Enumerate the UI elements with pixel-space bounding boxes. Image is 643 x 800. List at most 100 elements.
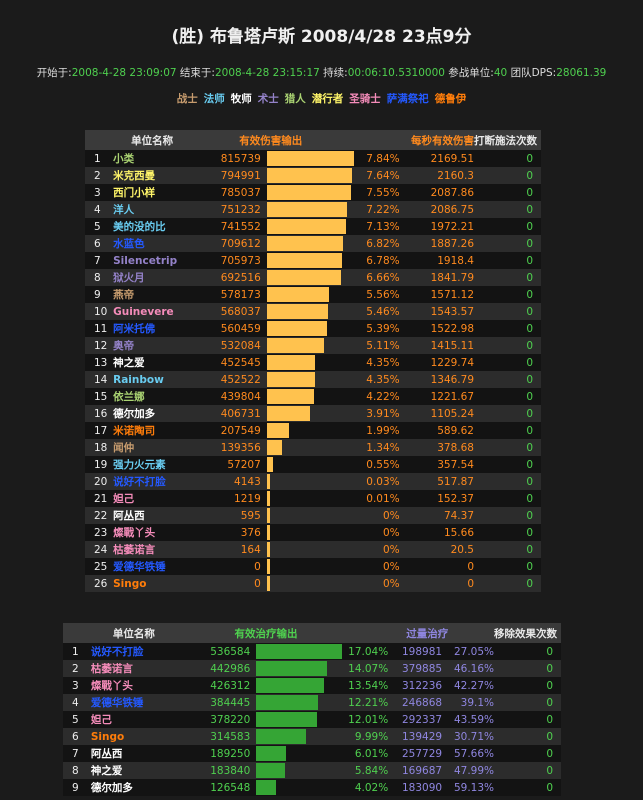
col-dispels[interactable]: 移除效果次数	[494, 623, 561, 643]
damage-row[interactable]: 7 Silencetrip 705973 6.78% 1918.4 0	[85, 252, 541, 269]
damage-row[interactable]: 6 水蓝色 709612 6.82% 1887.26 0	[85, 235, 541, 252]
damage-row[interactable]: 17 米诺陶司 207549 1.99% 589.62 0	[85, 422, 541, 439]
unit-name: 燕帝	[113, 286, 208, 303]
col-interrupts[interactable]: 打断施法次数	[474, 130, 541, 150]
damage-row[interactable]: 15 依兰娜 439804 4.22% 1221.67 0	[85, 388, 541, 405]
damage-bar	[266, 270, 341, 285]
damage-percent: 7.64%	[357, 167, 400, 184]
damage-bar-cell	[266, 575, 358, 592]
rank: 24	[85, 541, 114, 558]
healing-bar-cell	[256, 694, 347, 711]
damage-row[interactable]: 13 神之爱 452545 4.35% 1229.74 0	[85, 354, 541, 371]
units-label: 参战单位:	[444, 67, 494, 79]
damage-bar-cell	[266, 184, 358, 201]
damage-bar-cell	[266, 524, 358, 541]
damage-row[interactable]: 14 Rainbow 452522 4.35% 1346.79 0	[85, 371, 541, 388]
damage-value: 532084	[207, 337, 267, 354]
interrupt-count: 0	[474, 303, 541, 320]
rank: 7	[85, 252, 114, 269]
dps-value: 589.62	[399, 422, 474, 439]
damage-row[interactable]: 11 阿米托佛 560459 5.39% 1522.98 0	[85, 320, 541, 337]
damage-value: 0	[207, 558, 267, 575]
damage-row[interactable]: 19 强力火元素 57207 0.55% 357.54 0	[85, 456, 541, 473]
col-dps[interactable]: 每秒有效伤害	[399, 130, 474, 150]
damage-bar-cell	[266, 286, 358, 303]
interrupt-count: 0	[474, 507, 541, 524]
damage-value: 406731	[207, 405, 267, 422]
interrupt-count: 0	[474, 320, 541, 337]
damage-row[interactable]: 25 爱德华铁锤 0 0% 0 0	[85, 558, 541, 575]
rank: 18	[85, 439, 114, 456]
col-overheal[interactable]: 过量治疗	[388, 623, 494, 643]
damage-row[interactable]: 21 妲己 1219 0.01% 152.37 0	[85, 490, 541, 507]
unit-name: Rainbow	[113, 371, 208, 388]
rank: 14	[85, 371, 114, 388]
interrupt-count: 0	[474, 405, 541, 422]
dps-value: 1841.79	[399, 269, 474, 286]
damage-row[interactable]: 10 Guinevere 568037 5.46% 1543.57 0	[85, 303, 541, 320]
col-unit-name[interactable]: 单位名称	[113, 130, 208, 150]
damage-row[interactable]: 3 西门小样 785037 7.55% 2087.86 0	[85, 184, 541, 201]
healing-row[interactable]: 7 阿丛西 189250 6.01% 257729 57.66% 0	[63, 745, 561, 762]
dps-value: 1918.4	[399, 252, 474, 269]
damage-bar-cell	[266, 422, 358, 439]
damage-bar-cell	[266, 405, 358, 422]
healing-row[interactable]: 4 爱德华铁锤 384445 12.21% 246868 39.1% 0	[63, 694, 561, 711]
healing-percent: 9.99%	[346, 728, 389, 745]
damage-row[interactable]: 4 洋人 751232 7.22% 2086.75 0	[85, 201, 541, 218]
damage-percent: 5.46%	[357, 303, 400, 320]
dps-value: 152.37	[399, 490, 474, 507]
dps-value: 1229.74	[399, 354, 474, 371]
rank: 2	[63, 660, 91, 677]
overheal-value: 198981	[388, 643, 443, 660]
col-damage[interactable]: 有效伤害输出	[207, 130, 400, 150]
damage-percent: 5.39%	[357, 320, 400, 337]
healing-row[interactable]: 3 燦戰丫头 426312 13.54% 312236 42.27% 0	[63, 677, 561, 694]
damage-row[interactable]: 2 米克西曼 794991 7.64% 2160.3 0	[85, 167, 541, 184]
dps-value: 1543.57	[399, 303, 474, 320]
healing-row[interactable]: 9 德尔加多 126548 4.02% 183090 59.13% 0	[63, 779, 561, 796]
damage-bar-cell	[266, 269, 358, 286]
damage-row[interactable]: 22 阿丛西 595 0% 74.37 0	[85, 507, 541, 524]
healing-value: 126548	[194, 779, 257, 796]
col-healing[interactable]: 有效治疗输出	[194, 623, 389, 643]
damage-row[interactable]: 1 小类 815739 7.84% 2169.51 0	[85, 150, 541, 167]
rank: 13	[85, 354, 114, 371]
damage-row[interactable]: 5 美的没的比 741552 7.13% 1972.21 0	[85, 218, 541, 235]
rank: 15	[85, 388, 114, 405]
interrupt-count: 0	[474, 201, 541, 218]
healing-row[interactable]: 2 枯萎诺言 442986 14.07% 379885 46.16% 0	[63, 660, 561, 677]
healing-row[interactable]: 8 神之爱 183840 5.84% 169687 47.99% 0	[63, 762, 561, 779]
damage-bar-cell	[266, 456, 358, 473]
damage-row[interactable]: 26 Singo 0 0% 0 0	[85, 575, 541, 592]
rank: 3	[63, 677, 91, 694]
damage-bar	[266, 406, 310, 421]
damage-value: 741552	[207, 218, 267, 235]
start-label: 开始于:	[36, 67, 72, 79]
damage-row[interactable]: 12 奥帝 532084 5.11% 1415.11 0	[85, 337, 541, 354]
damage-row[interactable]: 8 狱火月 692516 6.66% 1841.79 0	[85, 269, 541, 286]
rank: 4	[63, 694, 91, 711]
damage-row[interactable]: 23 燦戰丫头 376 0% 15.66 0	[85, 524, 541, 541]
damage-value: 705973	[207, 252, 267, 269]
interrupt-count: 0	[474, 490, 541, 507]
col-unit-name[interactable]: 单位名称	[90, 623, 195, 643]
healing-bar	[256, 678, 325, 693]
damage-value: 595	[207, 507, 267, 524]
damage-row[interactable]: 16 德尔加多 406731 3.91% 1105.24 0	[85, 405, 541, 422]
interrupt-count: 0	[474, 354, 541, 371]
damage-row[interactable]: 20 说好不打脸 4143 0.03% 517.87 0	[85, 473, 541, 490]
overheal-percent: 43.59%	[442, 711, 494, 728]
healing-row[interactable]: 5 妲己 378220 12.01% 292337 43.59% 0	[63, 711, 561, 728]
damage-row[interactable]: 18 闻仲 139356 1.34% 378.68 0	[85, 439, 541, 456]
rank: 8	[85, 269, 114, 286]
healing-percent: 12.01%	[346, 711, 389, 728]
damage-value: 692516	[207, 269, 267, 286]
damage-bar	[266, 491, 270, 506]
damage-row[interactable]: 24 枯萎诺言 164 0% 20.5 0	[85, 541, 541, 558]
damage-row[interactable]: 9 燕帝 578173 5.56% 1571.12 0	[85, 286, 541, 303]
healing-row[interactable]: 1 说好不打脸 536584 17.04% 198981 27.05% 0	[63, 643, 561, 660]
damage-percent: 1.99%	[357, 422, 400, 439]
healing-row[interactable]: 6 Singo 314583 9.99% 139429 30.71% 0	[63, 728, 561, 745]
damage-bar-cell	[266, 303, 358, 320]
